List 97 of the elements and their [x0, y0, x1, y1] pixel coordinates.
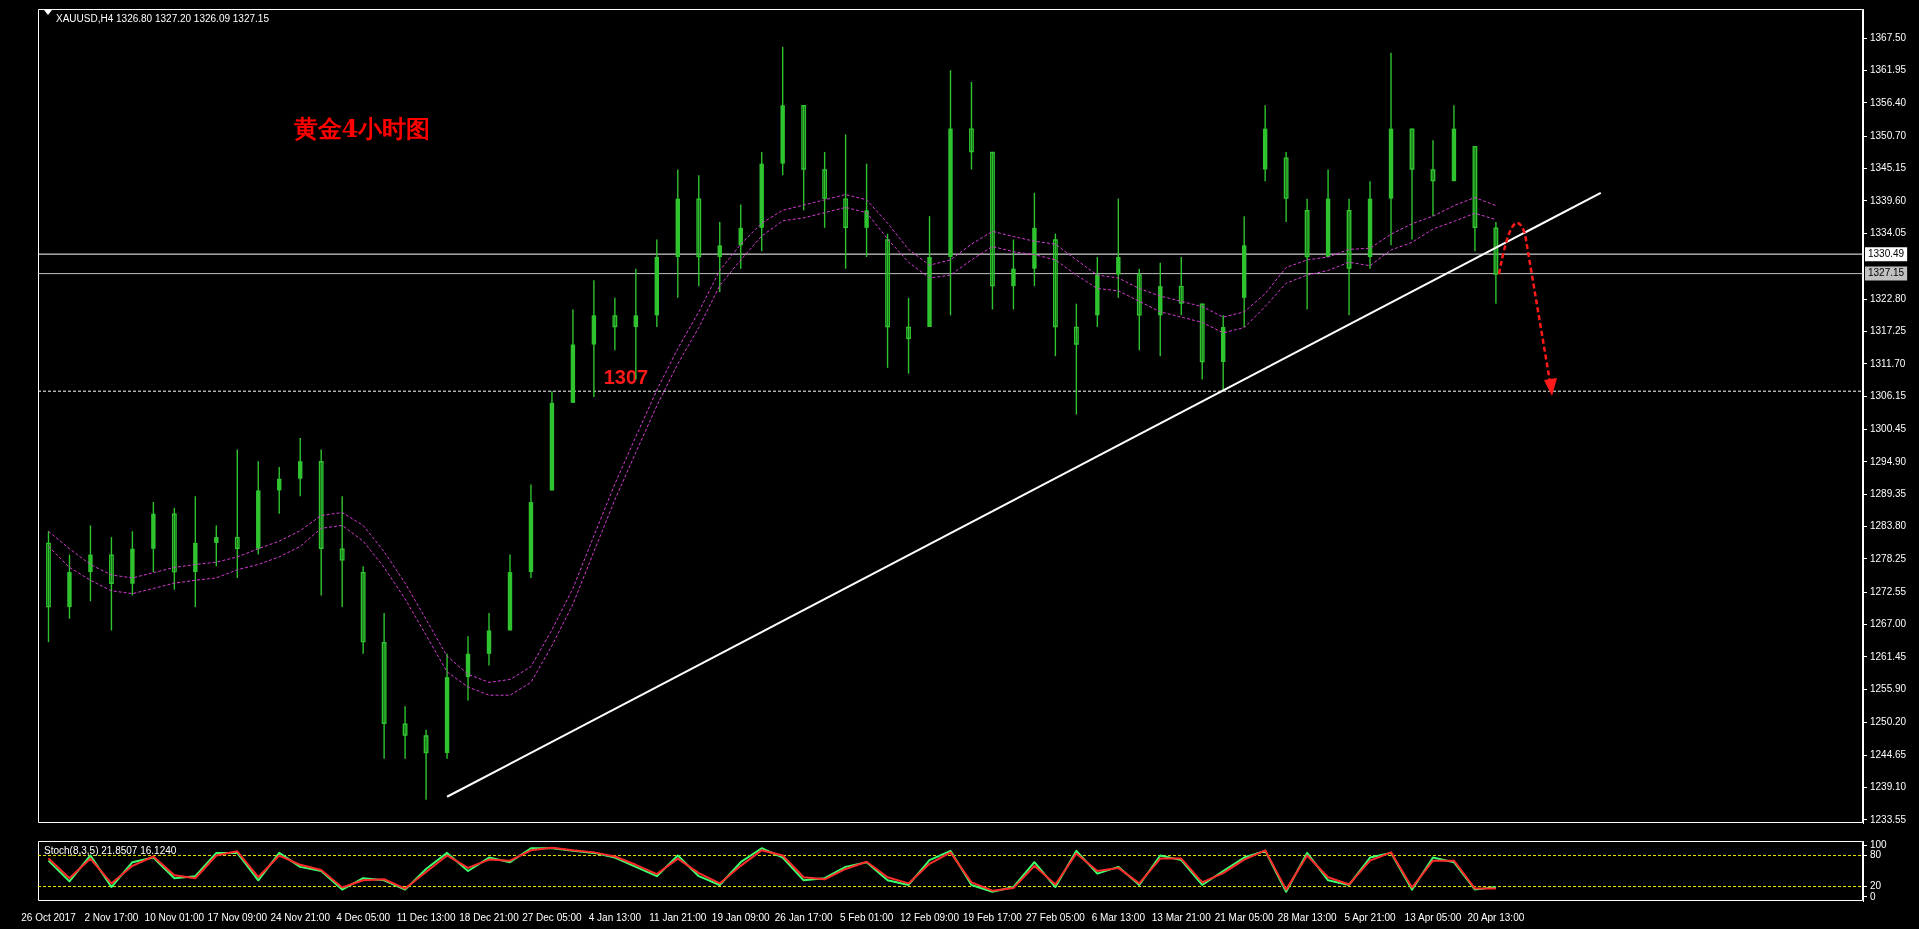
x-tick-label: 5 Feb 01:00 [839, 911, 894, 923]
y-tick-label: 1272.55 [1870, 585, 1907, 597]
candlestick [1409, 127, 1415, 241]
x-tick-label: 21 Mar 05:00 [1214, 911, 1275, 923]
y-tick-label: 1300.45 [1870, 423, 1907, 435]
x-tick-label: 2 Nov 17:00 [84, 911, 139, 923]
y-tick-label: 1278.25 [1870, 552, 1907, 564]
y-tick-label: 1361.95 [1870, 64, 1907, 76]
y-tick-label: 1339.60 [1870, 194, 1907, 206]
y-tick-label: 1233.55 [1870, 813, 1907, 825]
x-tick-label: 26 Jan 17:00 [774, 911, 834, 923]
y-tick-label: 20 [1870, 880, 1882, 892]
candlestick [109, 536, 114, 632]
candlestick [339, 495, 345, 608]
x-tick-label: 11 Jan 21:00 [649, 911, 707, 923]
y-tick-label: 1255.90 [1870, 683, 1907, 695]
chart-title: XAUUSD,H4 1326.80 1327.20 1326.09 1327.15 [56, 12, 270, 24]
ref-line-label: 1330.49 [1868, 247, 1905, 259]
candlestick [717, 221, 722, 293]
x-tick-label: 13 Apr 05:00 [1404, 911, 1462, 923]
candlestick [214, 524, 219, 567]
candlestick [171, 507, 177, 591]
x-tick-label: 5 Apr 21:00 [1344, 911, 1397, 923]
y-tick-label: 1306.15 [1870, 389, 1907, 401]
x-tick-label: 4 Dec 05:00 [336, 911, 391, 923]
x-tick-label: 26 Oct 2017 [21, 911, 77, 923]
x-tick-label: 20 Apr 13:00 [1467, 911, 1525, 923]
x-tick-label: 28 Mar 13:00 [1277, 911, 1337, 923]
candlestick [969, 81, 974, 171]
candlestick [1493, 221, 1499, 305]
ref-line-label: 1307 [603, 365, 649, 388]
y-tick-label: 1356.40 [1870, 96, 1907, 108]
candlestick [1116, 197, 1121, 299]
x-tick-label: 13 Mar 21:00 [1151, 911, 1212, 923]
candlestick [906, 297, 911, 375]
y-tick-label: 1239.10 [1870, 781, 1907, 793]
candlestick [990, 151, 995, 311]
candlestick [1472, 145, 1478, 252]
candlestick [801, 104, 807, 212]
x-tick-label: 19 Jan 09:00 [711, 911, 771, 923]
candlestick [1199, 302, 1205, 381]
y-tick-label: 1294.90 [1870, 455, 1907, 467]
x-tick-label: 11 Dec 13:00 [396, 911, 456, 923]
x-tick-label: 17 Nov 09:00 [207, 911, 268, 923]
candlestick [402, 705, 408, 760]
y-tick-label: 0 [1870, 890, 1876, 902]
candlestick [1136, 267, 1142, 352]
candlestick [318, 448, 324, 597]
candlestick [1178, 256, 1184, 317]
y-tick-label: 100 [1870, 838, 1888, 850]
candlestick [612, 297, 618, 352]
candlestick [298, 437, 303, 497]
y-tick-label: 1311.70 [1870, 357, 1906, 369]
candlestick [1430, 139, 1436, 217]
candlestick [696, 174, 702, 287]
y-tick-label: 1367.50 [1870, 31, 1907, 43]
candlestick [234, 448, 240, 579]
candlestick [822, 151, 828, 229]
x-tick-label: 24 Nov 21:00 [270, 911, 331, 923]
x-tick-label: 18 Dec 21:00 [459, 911, 520, 923]
candlestick [1346, 197, 1352, 317]
candlestick [46, 530, 51, 643]
candlestick [864, 162, 869, 258]
candlestick [1283, 151, 1289, 223]
candlestick [843, 133, 849, 270]
y-tick-label: 1244.65 [1870, 748, 1907, 760]
annotation: 黄金4小时图 [292, 114, 431, 144]
y-tick-label: 1289.35 [1870, 487, 1907, 499]
x-tick-label: 12 Feb 09:00 [900, 911, 960, 923]
candlestick [1011, 238, 1016, 311]
candlestick [423, 728, 429, 801]
x-tick-label: 10 Nov 01:00 [144, 911, 205, 923]
candlestick [1052, 232, 1058, 357]
y-tick-label: 1283.80 [1870, 520, 1907, 532]
ref-line-label: 1327.15 [1868, 267, 1905, 279]
x-tick-label: 19 Feb 17:00 [962, 911, 1023, 923]
y-tick-label: 1267.00 [1870, 618, 1907, 630]
candlestick [885, 232, 890, 369]
x-tick-label: 4 Jan 13:00 [588, 911, 642, 923]
x-tick-label: 6 Mar 13:00 [1091, 911, 1146, 923]
candlestick [486, 612, 492, 667]
candlestick [381, 612, 387, 760]
y-tick-label: 80 [1870, 849, 1882, 861]
y-tick-label: 1345.15 [1870, 162, 1907, 174]
x-tick-label: 27 Dec 05:00 [522, 911, 583, 923]
y-tick-label: 1350.70 [1870, 129, 1907, 141]
x-tick-label: 27 Feb 05:00 [1025, 911, 1086, 923]
y-tick-label: 1250.20 [1870, 716, 1907, 728]
candlestick [88, 524, 93, 602]
candlestick [360, 565, 366, 655]
y-tick-label: 1322.80 [1870, 292, 1907, 304]
chart-title: Stoch(8,3,5) 21.8507 16.1240 [44, 844, 177, 856]
y-tick-label: 1261.45 [1870, 650, 1907, 662]
y-tick-label: 1317.25 [1870, 325, 1907, 337]
candlestick [1073, 302, 1079, 416]
y-tick-label: 1334.05 [1870, 227, 1907, 239]
candlestick [1304, 197, 1310, 311]
